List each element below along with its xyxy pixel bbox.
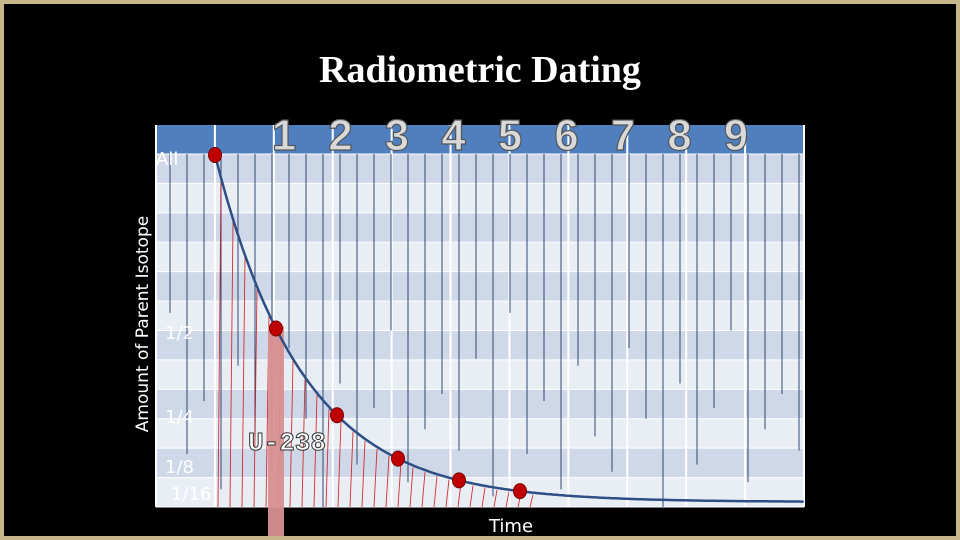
decay-line [325, 408, 330, 508]
decay-line [241, 257, 246, 508]
x-axis-label: Time [488, 516, 533, 536]
decay-line [481, 487, 486, 508]
header-band [156, 125, 804, 154]
data-point [208, 147, 222, 163]
decay-line [289, 360, 294, 508]
decay-line [385, 455, 390, 508]
table-row [156, 271, 804, 302]
decay-curve [213, 154, 804, 503]
y-axis-label: Amount of Parent Isotope [133, 216, 153, 432]
decay-line [373, 448, 378, 508]
table-row [156, 477, 804, 508]
data-points [208, 147, 527, 500]
decay-line [361, 440, 366, 508]
half-life-label-2: 2 [328, 111, 352, 160]
highlight: U-238 [247, 326, 327, 536]
y-tick-label: 1/2 [165, 323, 194, 344]
decay-line [505, 491, 510, 508]
table-row [156, 418, 804, 449]
table-row [156, 154, 804, 184]
decay-line [469, 485, 474, 508]
half-life-label-4: 4 [441, 111, 466, 160]
table-row [156, 183, 804, 214]
y-tick-label: 1/8 [165, 457, 194, 478]
half-life-label-6: 6 [554, 111, 578, 160]
table-row [156, 330, 804, 361]
half-life-label-1: 1 [272, 111, 296, 160]
decay-line [337, 421, 342, 508]
table-row [156, 212, 804, 243]
decay-line [529, 494, 534, 508]
table-row [156, 359, 804, 390]
decay-line [229, 221, 234, 508]
half-life-label-3: 3 [385, 111, 409, 160]
highlight-bar [268, 326, 284, 536]
chart-background [155, 125, 805, 508]
highlight-label: U-238 [248, 428, 326, 458]
decay-line [421, 472, 426, 508]
decay-line [397, 462, 402, 508]
slide-title: Radiometric Dating [319, 49, 641, 91]
data-point [452, 472, 466, 489]
half-life-label-8: 8 [667, 111, 691, 160]
decay-line [433, 476, 438, 508]
y-tick-label: 1/16 [171, 484, 211, 505]
decay-line [217, 179, 222, 508]
axis-labels: Time Amount of Parent Isotope [133, 216, 533, 536]
y-tick-label: 1/4 [165, 407, 194, 428]
decay-line [301, 379, 306, 508]
table-row [156, 389, 804, 420]
decay-line [409, 467, 414, 508]
half-life-label-7: 7 [611, 111, 635, 160]
decay-line [253, 288, 258, 508]
data-point [269, 320, 283, 337]
y-tick-label: All [156, 149, 178, 170]
half-life-label-5: 5 [498, 111, 522, 160]
y-tick-labels: All 1/2 1/4 1/8 1/16 [156, 149, 211, 505]
table-row [156, 448, 804, 479]
decay-line [349, 431, 354, 508]
decay-line [493, 489, 498, 508]
decay-line [445, 479, 450, 508]
decay-line [313, 395, 318, 508]
decay-curve-line [213, 154, 804, 503]
data-point [513, 483, 527, 500]
data-point [391, 450, 405, 467]
data-point [330, 407, 344, 424]
table-row [156, 301, 804, 331]
half-life-label-9: 9 [724, 111, 748, 160]
table-row [156, 242, 804, 273]
